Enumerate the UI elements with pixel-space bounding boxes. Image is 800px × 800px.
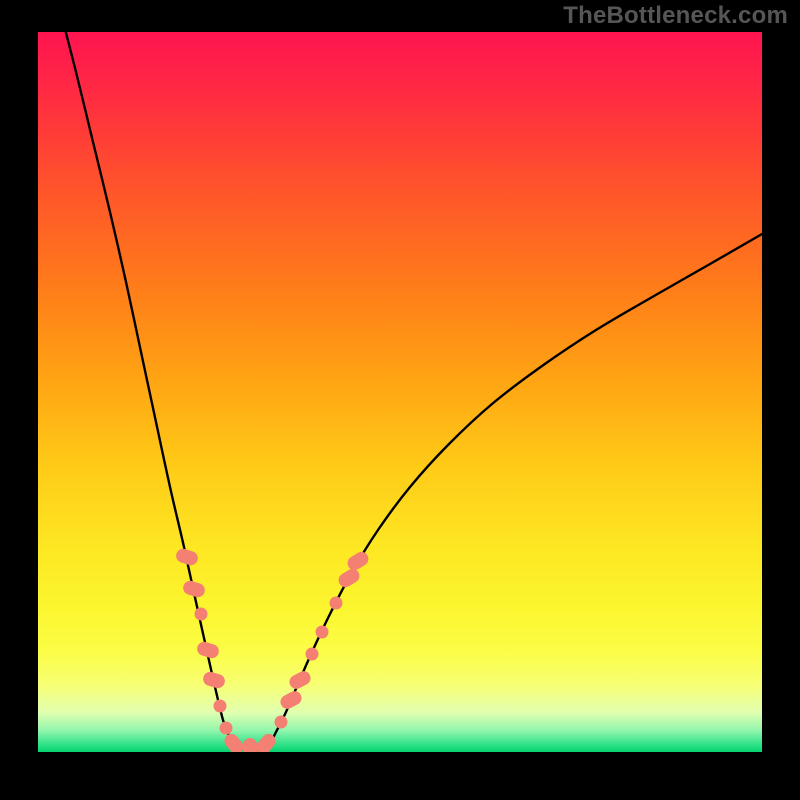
data-point [195,608,208,621]
data-point [316,626,329,639]
data-pill [243,738,257,752]
watermark-text: TheBottleneck.com [563,2,788,30]
chart-frame: TheBottleneck.com [0,0,800,800]
data-point [330,597,343,610]
plot-area [38,32,762,752]
data-point [275,716,288,729]
data-point [306,648,319,661]
data-point [214,700,227,713]
gradient-background [38,32,762,752]
data-point [220,722,233,735]
